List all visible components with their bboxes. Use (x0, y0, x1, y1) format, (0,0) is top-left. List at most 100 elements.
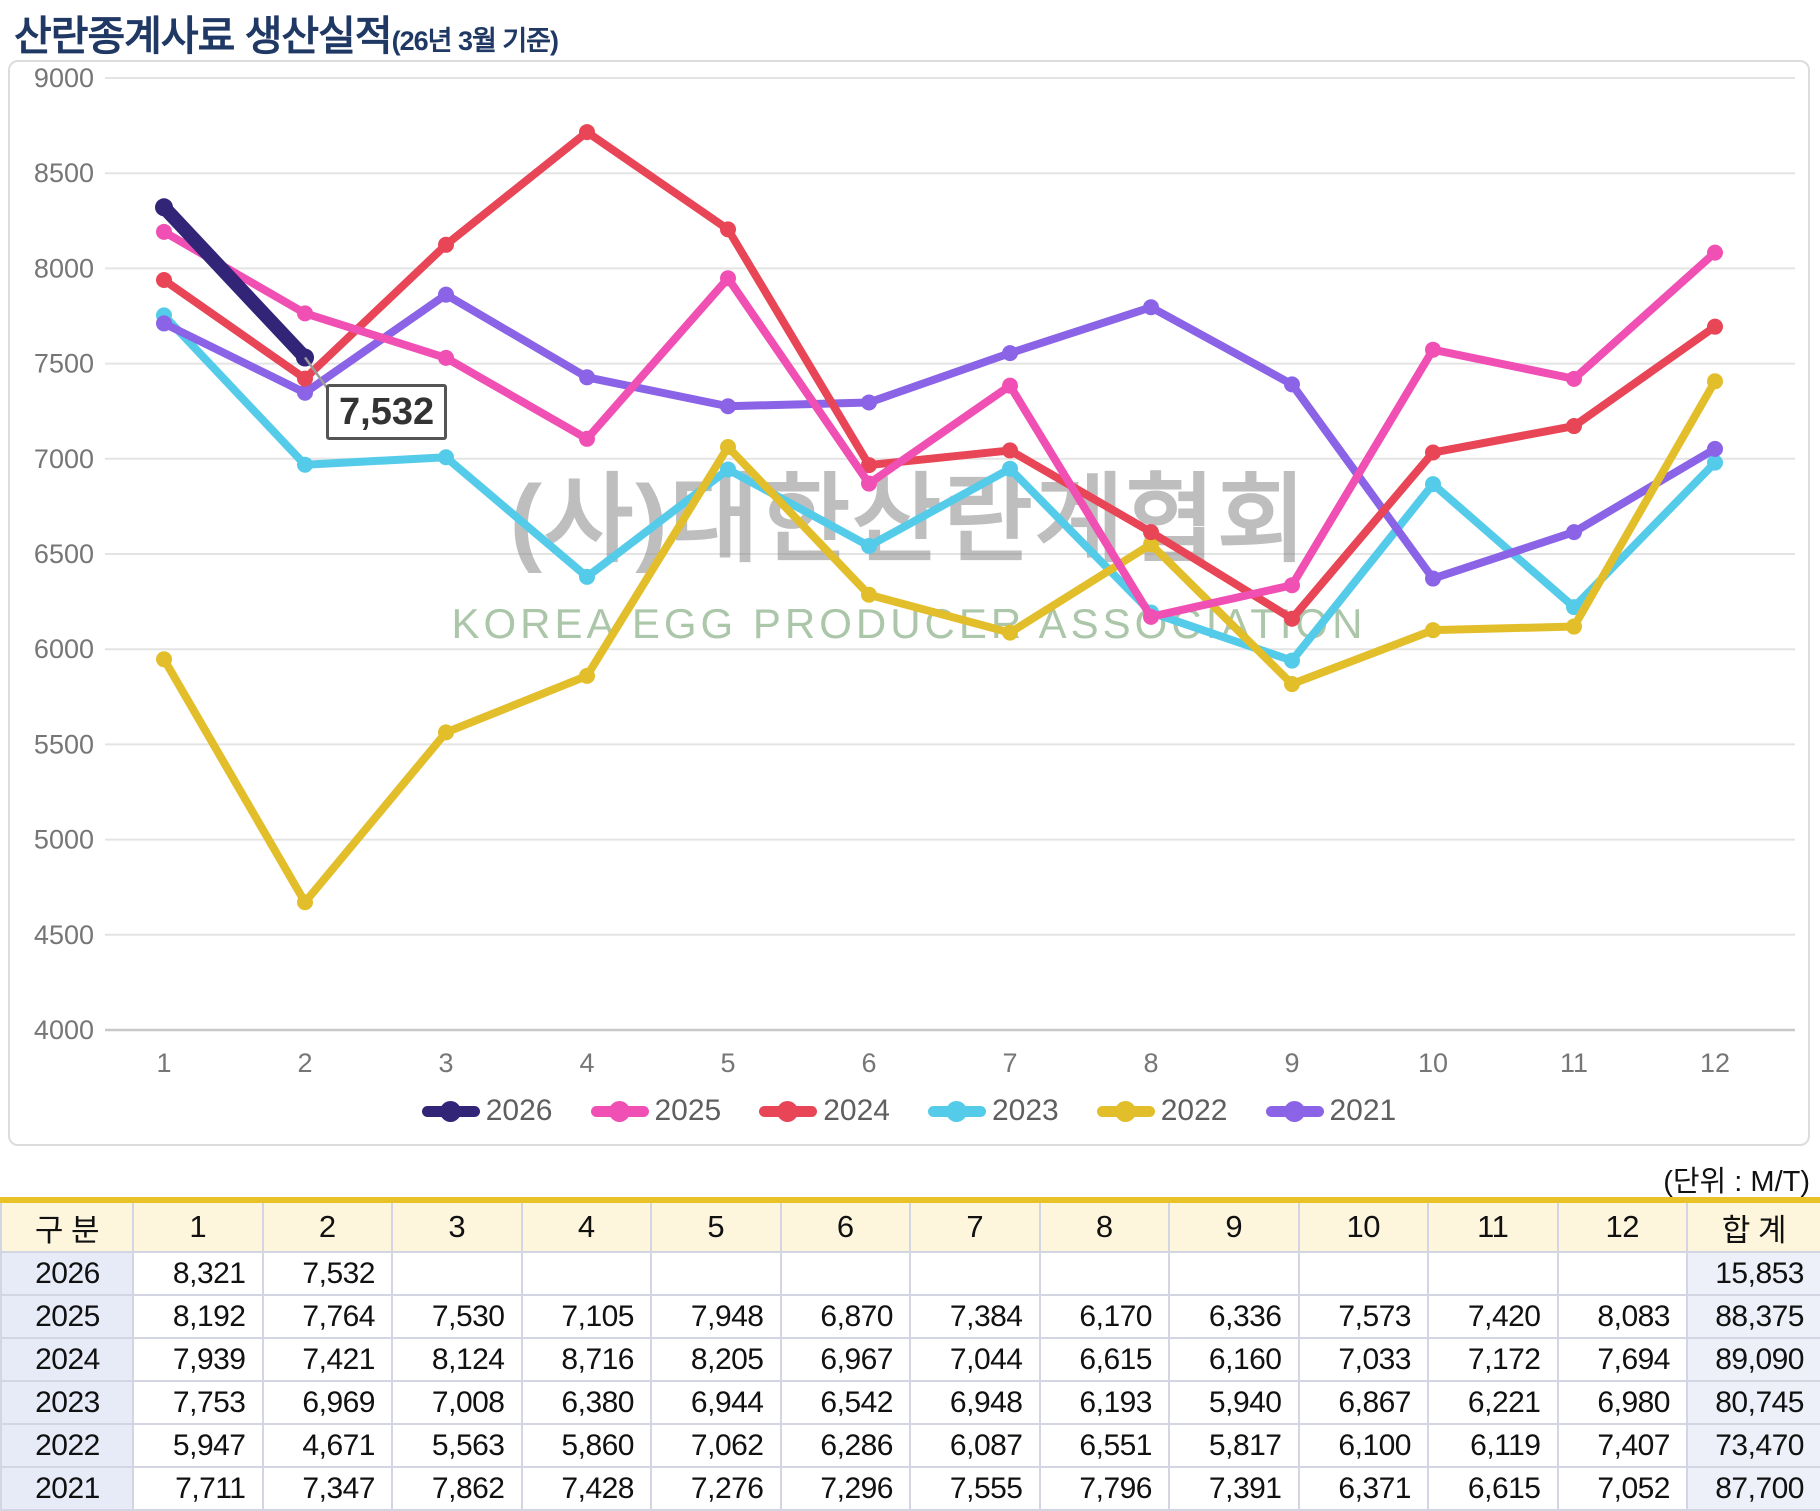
value-cell: 6,170 (1038, 1294, 1170, 1339)
total-cell: 87,700 (1686, 1466, 1820, 1511)
legend-line-dot-icon (928, 1100, 986, 1122)
column-header: 7 (909, 1199, 1041, 1253)
column-header: 5 (650, 1199, 782, 1253)
tooltip: 7,532 (326, 384, 448, 440)
title-text: 산란종계사료 생산실적 (14, 13, 393, 59)
table-body: 2026 8,321 7,532 15,853 2025 8,192 7,764 7,530 7… (0, 1251, 1820, 1511)
value-cell: 7,296 (779, 1466, 911, 1511)
value-cell: 6,969 (261, 1380, 393, 1425)
legend-item-2023[interactable]: 2023 (928, 1094, 1059, 1128)
legend-line-dot-icon (1096, 1100, 1155, 1122)
value-cell: 7,420 (1427, 1294, 1559, 1339)
value-cell (1427, 1251, 1559, 1296)
column-header: 9 (1168, 1199, 1300, 1253)
value-cell: 7,347 (261, 1466, 393, 1511)
legend-item-2025[interactable]: 2025 (590, 1094, 721, 1128)
table-header-row: 구 분 1 2 3 4 5 6 7 8 9 10 11 12 합 계 (0, 1199, 1820, 1253)
value-cell (909, 1251, 1041, 1296)
svg-text:2: 2 (297, 1048, 312, 1078)
value-cell (779, 1251, 911, 1296)
column-header: 12 (1556, 1199, 1688, 1253)
value-cell: 6,944 (650, 1380, 782, 1425)
legend-item-2026[interactable]: 2026 (421, 1094, 553, 1128)
svg-text:1: 1 (156, 1048, 171, 1078)
value-cell: 6,967 (779, 1337, 911, 1382)
total-cell: 88,375 (1686, 1294, 1820, 1339)
year-label-cell: 2023 (0, 1380, 134, 1425)
svg-text:5500: 5500 (34, 729, 94, 759)
value-cell: 6,087 (909, 1423, 1041, 1468)
value-cell: 6,336 (1168, 1294, 1300, 1339)
svg-text:10: 10 (1418, 1048, 1448, 1078)
value-cell: 7,384 (909, 1294, 1041, 1339)
value-cell: 7,276 (650, 1466, 782, 1511)
svg-text:7: 7 (1002, 1048, 1017, 1078)
value-cell: 7,052 (1556, 1466, 1688, 1511)
column-header: 구 분 (0, 1199, 134, 1253)
column-header: 6 (779, 1199, 911, 1253)
value-cell: 7,428 (520, 1466, 652, 1511)
value-cell: 6,119 (1427, 1423, 1559, 1468)
svg-text:6000: 6000 (34, 634, 94, 664)
svg-text:5000: 5000 (34, 825, 94, 855)
svg-text:8500: 8500 (34, 158, 94, 188)
year-label-cell: 2021 (0, 1466, 134, 1511)
table-row-2021: 2021 7,711 7,347 7,862 7,428 7,276 7,296 7,555 7… (0, 1466, 1820, 1511)
year-label-cell: 2022 (0, 1423, 134, 1468)
legend-line-dot-icon (1265, 1100, 1324, 1122)
value-cell: 7,711 (132, 1466, 264, 1511)
value-cell: 6,380 (520, 1380, 652, 1425)
legend-label: 2021 (1329, 1094, 1397, 1127)
svg-text:12: 12 (1700, 1048, 1730, 1078)
value-cell: 6,980 (1556, 1380, 1688, 1425)
value-cell: 8,321 (132, 1251, 264, 1296)
value-cell: 7,008 (391, 1380, 523, 1425)
value-cell: 5,563 (391, 1423, 523, 1468)
value-cell: 6,371 (1297, 1466, 1429, 1511)
value-cell: 4,671 (261, 1423, 393, 1468)
value-cell (1168, 1251, 1300, 1296)
value-cell: 6,948 (909, 1380, 1041, 1425)
legend-line-dot-icon (590, 1100, 649, 1122)
value-cell: 7,948 (650, 1294, 782, 1339)
legend-label: 2024 (823, 1094, 890, 1127)
chart-series-lines (155, 124, 1723, 911)
value-cell (520, 1251, 652, 1296)
column-header: 10 (1297, 1199, 1429, 1253)
svg-text:3: 3 (438, 1048, 453, 1078)
value-cell (1038, 1251, 1170, 1296)
table-row-2022: 2022 5,947 4,671 5,563 5,860 7,062 6,286 6,087 6… (0, 1423, 1820, 1468)
value-cell: 6,870 (779, 1294, 911, 1339)
value-cell: 8,192 (132, 1294, 264, 1339)
table-row-2023: 2023 7,753 6,969 7,008 6,380 6,944 6,542 6,948 6… (0, 1380, 1820, 1425)
column-header: 3 (391, 1199, 523, 1253)
legend-item-2022[interactable]: 2022 (1096, 1094, 1228, 1128)
value-cell: 7,532 (261, 1251, 393, 1296)
value-cell: 6,551 (1038, 1423, 1170, 1468)
value-cell (1297, 1251, 1429, 1296)
value-cell: 5,860 (520, 1423, 652, 1468)
value-cell: 6,221 (1427, 1380, 1559, 1425)
value-cell: 7,391 (1168, 1466, 1300, 1511)
value-cell: 6,193 (1038, 1380, 1170, 1425)
value-cell: 7,753 (132, 1380, 264, 1425)
total-cell: 15,853 (1686, 1251, 1820, 1296)
value-cell: 8,083 (1556, 1294, 1688, 1339)
svg-text:8000: 8000 (34, 253, 94, 283)
svg-text:7000: 7000 (34, 444, 94, 474)
value-cell: 7,694 (1556, 1337, 1688, 1382)
total-cell: 89,090 (1686, 1337, 1820, 1382)
value-cell: 8,124 (391, 1337, 523, 1382)
year-label-cell: 2025 (0, 1294, 134, 1339)
value-cell: 6,100 (1297, 1423, 1429, 1468)
value-cell (1556, 1251, 1688, 1296)
column-header: 4 (520, 1199, 652, 1253)
legend-item-2024[interactable]: 2024 (759, 1094, 890, 1128)
value-cell: 5,947 (132, 1423, 264, 1468)
table-row-2026: 2026 8,321 7,532 15,853 (0, 1251, 1820, 1296)
value-cell: 7,796 (1038, 1466, 1170, 1511)
year-label-cell: 2026 (0, 1251, 134, 1296)
value-cell: 7,555 (909, 1466, 1041, 1511)
svg-text:4: 4 (579, 1048, 594, 1078)
legend-item-2021[interactable]: 2021 (1265, 1094, 1397, 1128)
